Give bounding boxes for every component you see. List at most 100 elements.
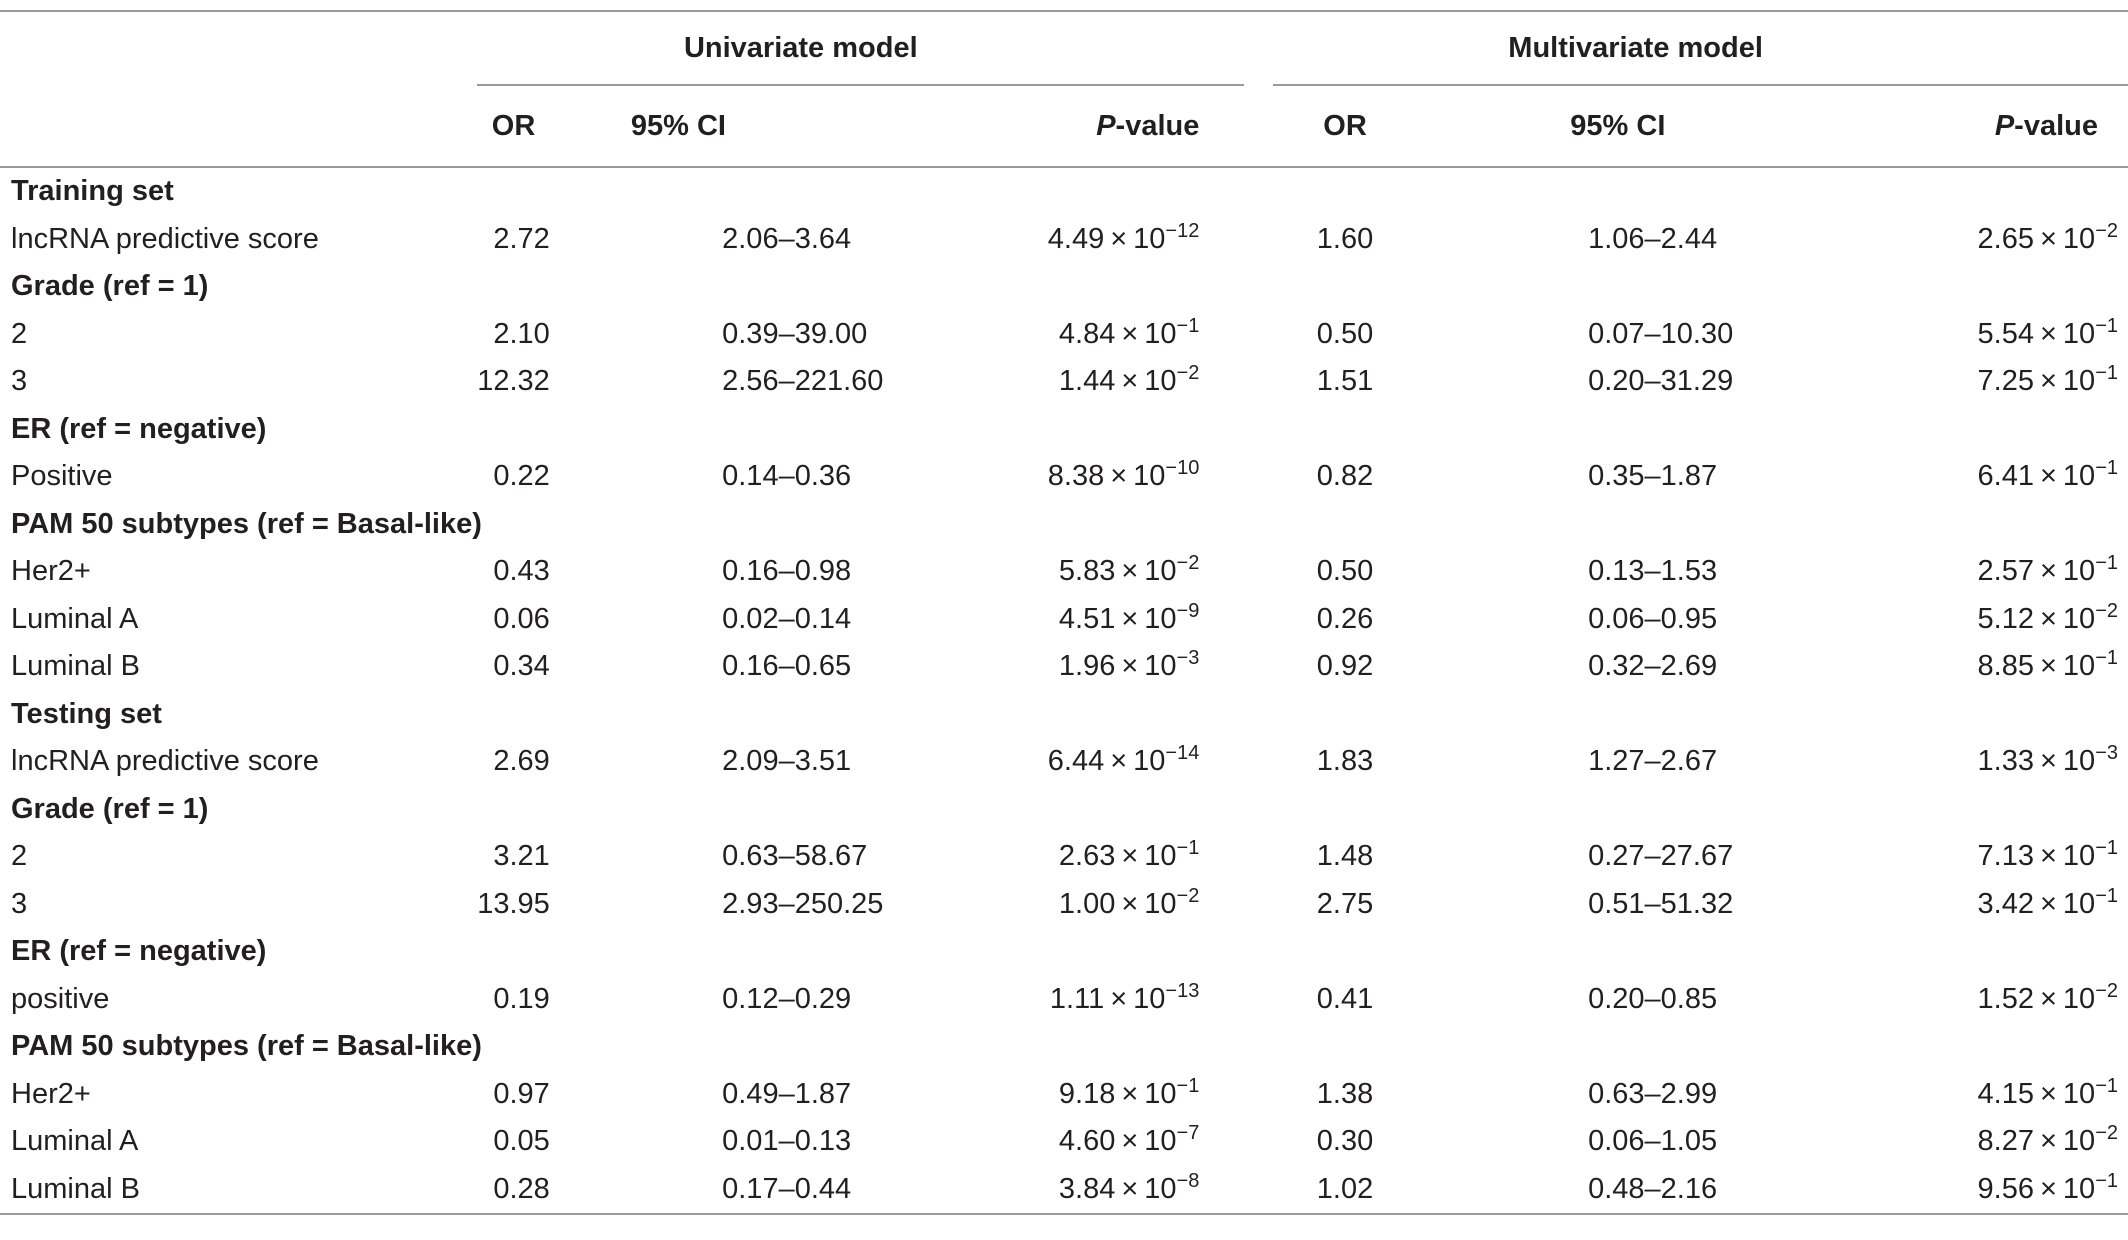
section-row: Training set xyxy=(0,167,2128,216)
multivariate-ci: 0.07–10.30 xyxy=(1588,317,1734,350)
u-or-header: OR xyxy=(491,109,536,142)
univariate-ci: 2.06–3.64 xyxy=(722,222,852,255)
multivariate-ci: 0.51–51.32 xyxy=(1588,887,1734,920)
p-exponent: −2 xyxy=(2095,1122,2118,1145)
multivariate-or: 0.30 xyxy=(1316,1125,1374,1158)
p-mantissa: 7.25 xyxy=(1977,365,2034,398)
univariate-p: 6.44 × 10−14 xyxy=(1047,742,1200,778)
row-label: Luminal B xyxy=(11,650,140,683)
univariate-or: 0.05 xyxy=(493,1125,550,1158)
empty-corner xyxy=(0,11,477,85)
section-label: ER (ref = negative) xyxy=(11,412,267,445)
p-exponent: −1 xyxy=(2095,1169,2118,1192)
multivariate-or: 1.60 xyxy=(1316,222,1374,255)
univariate-ci: 0.39–39.00 xyxy=(722,317,868,350)
u-p-header: P-value xyxy=(907,85,1244,167)
section-row: ER (ref = negative) xyxy=(0,406,2128,454)
section-label: Grade (ref = 1) xyxy=(11,792,209,825)
multivariate-ci: 0.06–0.95 xyxy=(1588,602,1718,635)
univariate-ci: 2.93–250.25 xyxy=(722,887,884,920)
row-label: 3 xyxy=(11,365,28,398)
times-sign: × xyxy=(1110,460,1128,493)
times-sign: × xyxy=(1121,555,1139,588)
row-label: lncRNA predictive score xyxy=(11,745,319,778)
univariate-ci: 0.17–0.44 xyxy=(722,1172,852,1205)
univariate-or: 0.22 xyxy=(493,460,550,493)
multivariate-ci: 0.20–31.29 xyxy=(1588,365,1734,398)
section-label: PAM 50 subtypes (ref = Basal-like) xyxy=(11,507,482,540)
p-mantissa: 6.44 xyxy=(1047,745,1105,778)
table-row: Luminal B 0.28 0.17–0.44 3.84 × 10−8 1.02 0.48–… xyxy=(0,1166,2128,1214)
m-p-italic: P xyxy=(1994,109,2015,142)
p-exponent: −2 xyxy=(1176,552,1200,575)
p-mantissa: 5.83 xyxy=(1058,555,1116,588)
table-row: Luminal A 0.06 0.02–0.14 4.51 × 10−9 0.26 0.06–… xyxy=(0,596,2128,644)
p-mantissa: 7.13 xyxy=(1977,840,2034,873)
p-mantissa: 3.42 xyxy=(1977,887,2034,920)
univariate-p: 4.51 × 10−9 xyxy=(1058,599,1200,635)
univariate-ci: 0.12–0.29 xyxy=(722,982,852,1015)
p-exponent: −3 xyxy=(1176,647,1200,670)
multivariate-ci: 0.20–0.85 xyxy=(1588,982,1718,1015)
univariate-ci: 0.16–0.65 xyxy=(722,650,852,683)
p-exponent: −1 xyxy=(2095,1074,2118,1097)
multivariate-header: Multivariate model xyxy=(1273,11,2128,86)
univariate-or: 12.32 xyxy=(477,365,550,398)
p-exponent: −1 xyxy=(2095,314,2118,337)
p-exponent: −2 xyxy=(1176,362,1200,385)
times-sign: × xyxy=(2039,460,2057,493)
univariate-ci: 0.16–0.98 xyxy=(722,555,852,588)
univariate-ci: 0.49–1.87 xyxy=(722,1077,852,1110)
multivariate-or: 0.26 xyxy=(1316,602,1374,635)
table-row: 3 12.32 2.56–221.60 1.44 × 10−2 1.51 0.20–31.29… xyxy=(0,358,2128,406)
univariate-or: 0.28 xyxy=(493,1172,550,1205)
times-sign: × xyxy=(2039,650,2057,683)
multivariate-p: 3.42 × 10−1 xyxy=(1977,884,2118,920)
row-label: 2 xyxy=(11,840,28,873)
multivariate-p: 7.13 × 10−1 xyxy=(1977,837,2118,873)
table-row: Her2+ 0.43 0.16–0.98 5.83 × 10−2 0.50 0.13–1.53… xyxy=(0,548,2128,596)
col-gap xyxy=(1244,85,1273,167)
u-ci-header: 95% CI xyxy=(630,109,726,142)
section-label: Training set xyxy=(11,175,174,208)
univariate-ci: 0.14–0.36 xyxy=(722,460,852,493)
table-row: Luminal B 0.34 0.16–0.65 1.96 × 10−3 0.92 0.32–… xyxy=(0,643,2128,691)
p-exponent: −1 xyxy=(2095,837,2118,860)
univariate-p: 1.00 × 10−2 xyxy=(1058,884,1200,920)
p-mantissa: 3.84 xyxy=(1058,1172,1116,1205)
univariate-p: 9.18 × 10−1 xyxy=(1058,1074,1200,1110)
row-label: Luminal B xyxy=(11,1172,140,1205)
p-exponent: −1 xyxy=(1176,1074,1200,1097)
times-sign: × xyxy=(1121,887,1139,920)
multivariate-p: 2.57 × 10−1 xyxy=(1977,552,2118,588)
multivariate-or: 1.83 xyxy=(1316,745,1374,778)
p-exponent: −8 xyxy=(1176,1169,1200,1192)
times-sign: × xyxy=(1110,745,1128,778)
multivariate-p: 1.33 × 10−3 xyxy=(1977,742,2118,778)
p-exponent: −1 xyxy=(2095,362,2118,385)
univariate-p: 2.63 × 10−1 xyxy=(1058,837,1200,873)
multivariate-ci: 1.27–2.67 xyxy=(1588,745,1718,778)
multivariate-or: 2.75 xyxy=(1316,887,1374,920)
row-label: Positive xyxy=(11,460,113,493)
row-label: 2 xyxy=(11,317,28,350)
table-row: positive 0.19 0.12–0.29 1.11 × 10−13 0.41 0.20–… xyxy=(0,976,2128,1024)
p-mantissa: 5.12 xyxy=(1977,602,2034,635)
univariate-p: 8.38 × 10−10 xyxy=(1047,457,1200,493)
p-exponent: −2 xyxy=(2095,599,2118,622)
table-row: 3 13.95 2.93–250.25 1.00 × 10−2 2.75 0.51–51.32… xyxy=(0,881,2128,929)
times-sign: × xyxy=(2039,555,2057,588)
times-sign: × xyxy=(2039,1172,2057,1205)
row-label: 3 xyxy=(11,887,28,920)
univariate-or: 2.10 xyxy=(493,317,550,350)
multivariate-ci: 0.27–27.67 xyxy=(1588,840,1734,873)
p-mantissa: 2.65 xyxy=(1977,222,2034,255)
section-row: Grade (ref = 1) xyxy=(0,786,2128,834)
multivariate-or: 0.41 xyxy=(1316,982,1374,1015)
multivariate-p: 1.52 × 10−2 xyxy=(1977,979,2118,1015)
table-row: Luminal A 0.05 0.01–0.13 4.60 × 10−7 0.30 0.06–… xyxy=(0,1118,2128,1166)
univariate-or: 3.21 xyxy=(493,840,550,873)
multivariate-ci: 1.06–2.44 xyxy=(1588,222,1718,255)
multivariate-p: 2.65 × 10−2 xyxy=(1977,219,2118,255)
